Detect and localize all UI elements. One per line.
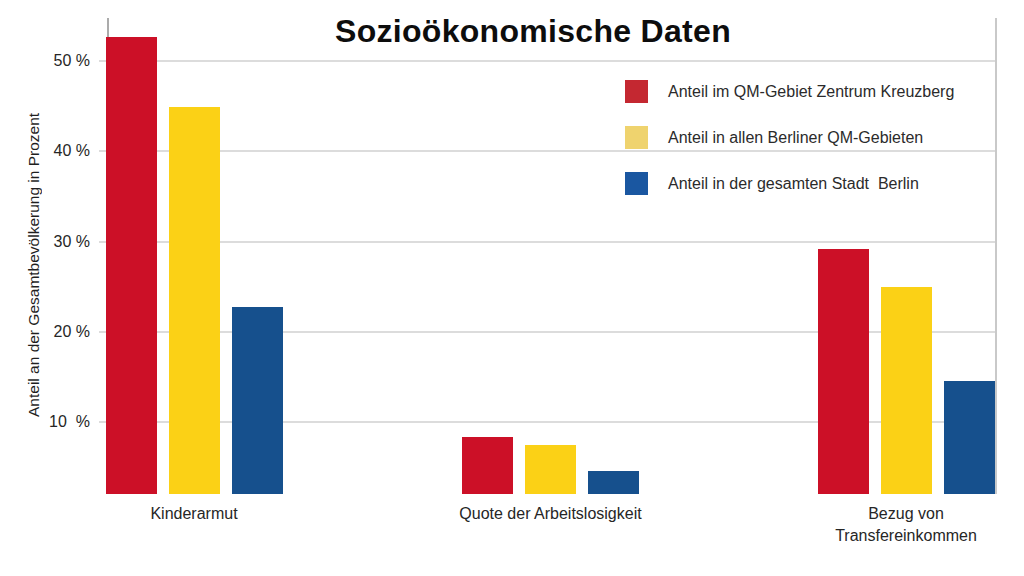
- legend-label: Anteil in allen Berliner QM-Gebieten: [668, 129, 923, 147]
- y-tick-label: 20 %: [38, 324, 90, 340]
- y-tick-label: 30 %: [38, 234, 90, 250]
- y-tick-label: 40 %: [38, 143, 90, 159]
- legend-label: Anteil im QM-Gebiet Zentrum Kreuzberg: [668, 83, 954, 101]
- x-category-label: Quote der Arbeitslosigkeit: [431, 503, 671, 525]
- bar: [818, 249, 869, 494]
- bar-group: [106, 18, 283, 494]
- bar: [169, 107, 220, 494]
- socioeconomic-bar-chart: Sozioökonomische Daten Anteil an der Ges…: [0, 0, 1024, 576]
- legend-item: Anteil im QM-Gebiet Zentrum Kreuzberg: [625, 80, 954, 103]
- legend-swatch: [625, 80, 648, 103]
- x-category-label: Bezug von Transfereinkommen: [786, 503, 1024, 546]
- x-category-label: Kinderarmut: [74, 503, 314, 525]
- bar: [525, 445, 576, 494]
- legend-swatch: [625, 172, 648, 195]
- bar: [232, 307, 283, 494]
- bar: [462, 437, 513, 494]
- bar-group: [462, 18, 639, 494]
- legend-item: Anteil in allen Berliner QM-Gebieten: [625, 126, 923, 149]
- legend-item: Anteil in der gesamten Stadt Berlin: [625, 172, 919, 195]
- legend-label: Anteil in der gesamten Stadt Berlin: [668, 175, 919, 193]
- bar: [944, 381, 995, 494]
- legend-swatch: [625, 126, 648, 149]
- bar: [106, 37, 157, 494]
- bar: [588, 471, 639, 494]
- bar: [881, 287, 932, 494]
- y-tick-label: 50 %: [38, 53, 90, 69]
- y-tick-label: 10 %: [38, 414, 90, 430]
